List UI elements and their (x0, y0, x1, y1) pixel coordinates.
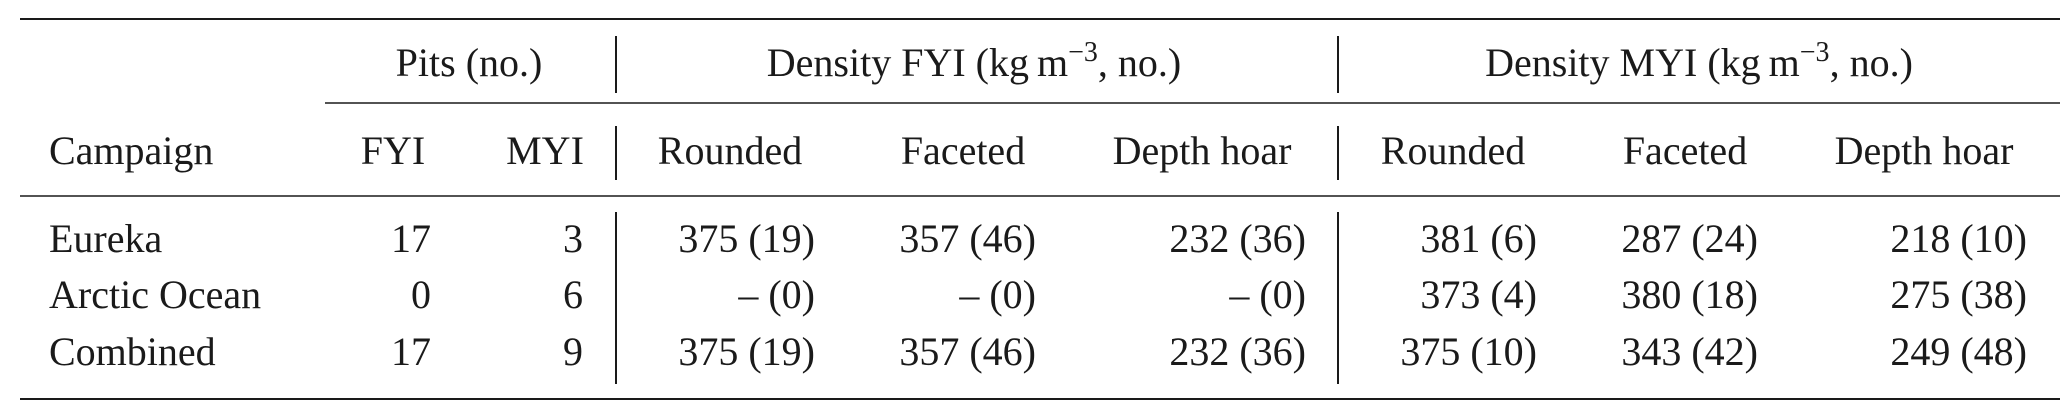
cell: – (0) (958, 272, 1036, 317)
group-header: Density MYI (kg m−3, no.) (1485, 37, 1913, 86)
cell: 375 (19) (678, 329, 815, 374)
group-tail: , no.) (1098, 40, 1181, 85)
row-label: Eureka (49, 216, 163, 261)
cell: 17 (391, 216, 431, 261)
cell: 0 (411, 272, 431, 317)
cell: 232 (36) (1169, 329, 1306, 374)
cell: 357 (46) (899, 216, 1036, 261)
column-header: Depth hoar (1113, 128, 1292, 173)
cell: 3 (563, 216, 583, 261)
cell: – (0) (737, 272, 815, 317)
group-superscript: −3 (1800, 37, 1830, 68)
column-header: FYI (361, 128, 425, 173)
cell: 6 (563, 272, 583, 317)
group-label: Density MYI (kg m (1485, 40, 1800, 85)
cell: 232 (36) (1169, 216, 1306, 261)
cell: 17 (391, 329, 431, 374)
cell: – (0) (1228, 272, 1306, 317)
group-tail: , no.) (1830, 40, 1913, 85)
cell: 218 (10) (1890, 216, 2027, 261)
group-header: Density FYI (kg m−3, no.) (767, 37, 1181, 86)
cell: 375 (10) (1400, 329, 1537, 374)
column-header: Faceted (901, 128, 1025, 173)
cell: 249 (48) (1890, 329, 2027, 374)
group-label: Density FYI (kg m (767, 40, 1068, 85)
cell: 287 (24) (1621, 216, 1758, 261)
column-header: Rounded (1381, 128, 1525, 173)
row-label: Combined (49, 329, 216, 374)
cell: 380 (18) (1621, 272, 1758, 317)
column-header: Faceted (1623, 128, 1747, 173)
column-header: Campaign (49, 128, 213, 173)
group-label: Pits (no.) (396, 40, 543, 85)
row-label: Arctic Ocean (49, 272, 261, 317)
cell: 9 (563, 329, 583, 374)
group-superscript: −3 (1068, 37, 1098, 68)
column-header: Depth hoar (1835, 128, 2014, 173)
cell: 275 (38) (1890, 272, 2027, 317)
cell: 343 (42) (1621, 329, 1758, 374)
group-header: Pits (no.) (396, 40, 543, 85)
cell: 375 (19) (678, 216, 815, 261)
cell: 357 (46) (899, 329, 1036, 374)
column-header: Rounded (658, 128, 802, 173)
column-separators (615, 36, 1339, 384)
cell: 373 (4) (1420, 272, 1537, 317)
cell: 381 (6) (1420, 216, 1537, 261)
column-header: MYI (506, 128, 584, 173)
